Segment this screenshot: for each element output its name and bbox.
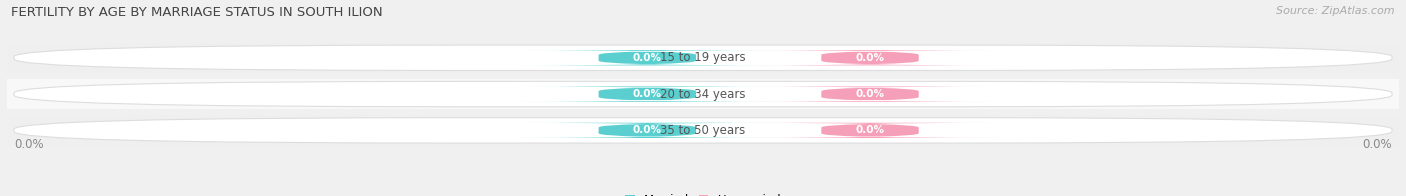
Text: 0.0%: 0.0%	[633, 53, 662, 63]
Text: 0.0%: 0.0%	[14, 138, 44, 152]
FancyBboxPatch shape	[592, 123, 814, 138]
Text: 20 to 34 years: 20 to 34 years	[661, 88, 745, 101]
Text: 0.0%: 0.0%	[855, 89, 884, 99]
Text: Source: ZipAtlas.com: Source: ZipAtlas.com	[1277, 6, 1395, 16]
FancyBboxPatch shape	[515, 86, 779, 102]
FancyBboxPatch shape	[14, 45, 1392, 71]
FancyBboxPatch shape	[738, 123, 1002, 138]
FancyBboxPatch shape	[14, 118, 1392, 143]
Text: 15 to 19 years: 15 to 19 years	[661, 51, 745, 64]
Text: 0.0%: 0.0%	[1362, 138, 1392, 152]
FancyBboxPatch shape	[738, 50, 1002, 65]
Text: 0.0%: 0.0%	[855, 53, 884, 63]
Text: FERTILITY BY AGE BY MARRIAGE STATUS IN SOUTH ILION: FERTILITY BY AGE BY MARRIAGE STATUS IN S…	[11, 6, 382, 19]
FancyBboxPatch shape	[7, 115, 1399, 146]
FancyBboxPatch shape	[515, 123, 779, 138]
Text: 35 to 50 years: 35 to 50 years	[661, 124, 745, 137]
Text: 0.0%: 0.0%	[633, 89, 662, 99]
FancyBboxPatch shape	[592, 86, 814, 102]
FancyBboxPatch shape	[515, 50, 779, 65]
Text: 0.0%: 0.0%	[633, 125, 662, 135]
FancyBboxPatch shape	[7, 43, 1399, 73]
Text: 0.0%: 0.0%	[855, 125, 884, 135]
FancyBboxPatch shape	[14, 81, 1392, 107]
Legend: Married, Unmarried: Married, Unmarried	[620, 189, 786, 196]
FancyBboxPatch shape	[7, 79, 1399, 109]
FancyBboxPatch shape	[592, 50, 814, 65]
FancyBboxPatch shape	[738, 86, 1002, 102]
